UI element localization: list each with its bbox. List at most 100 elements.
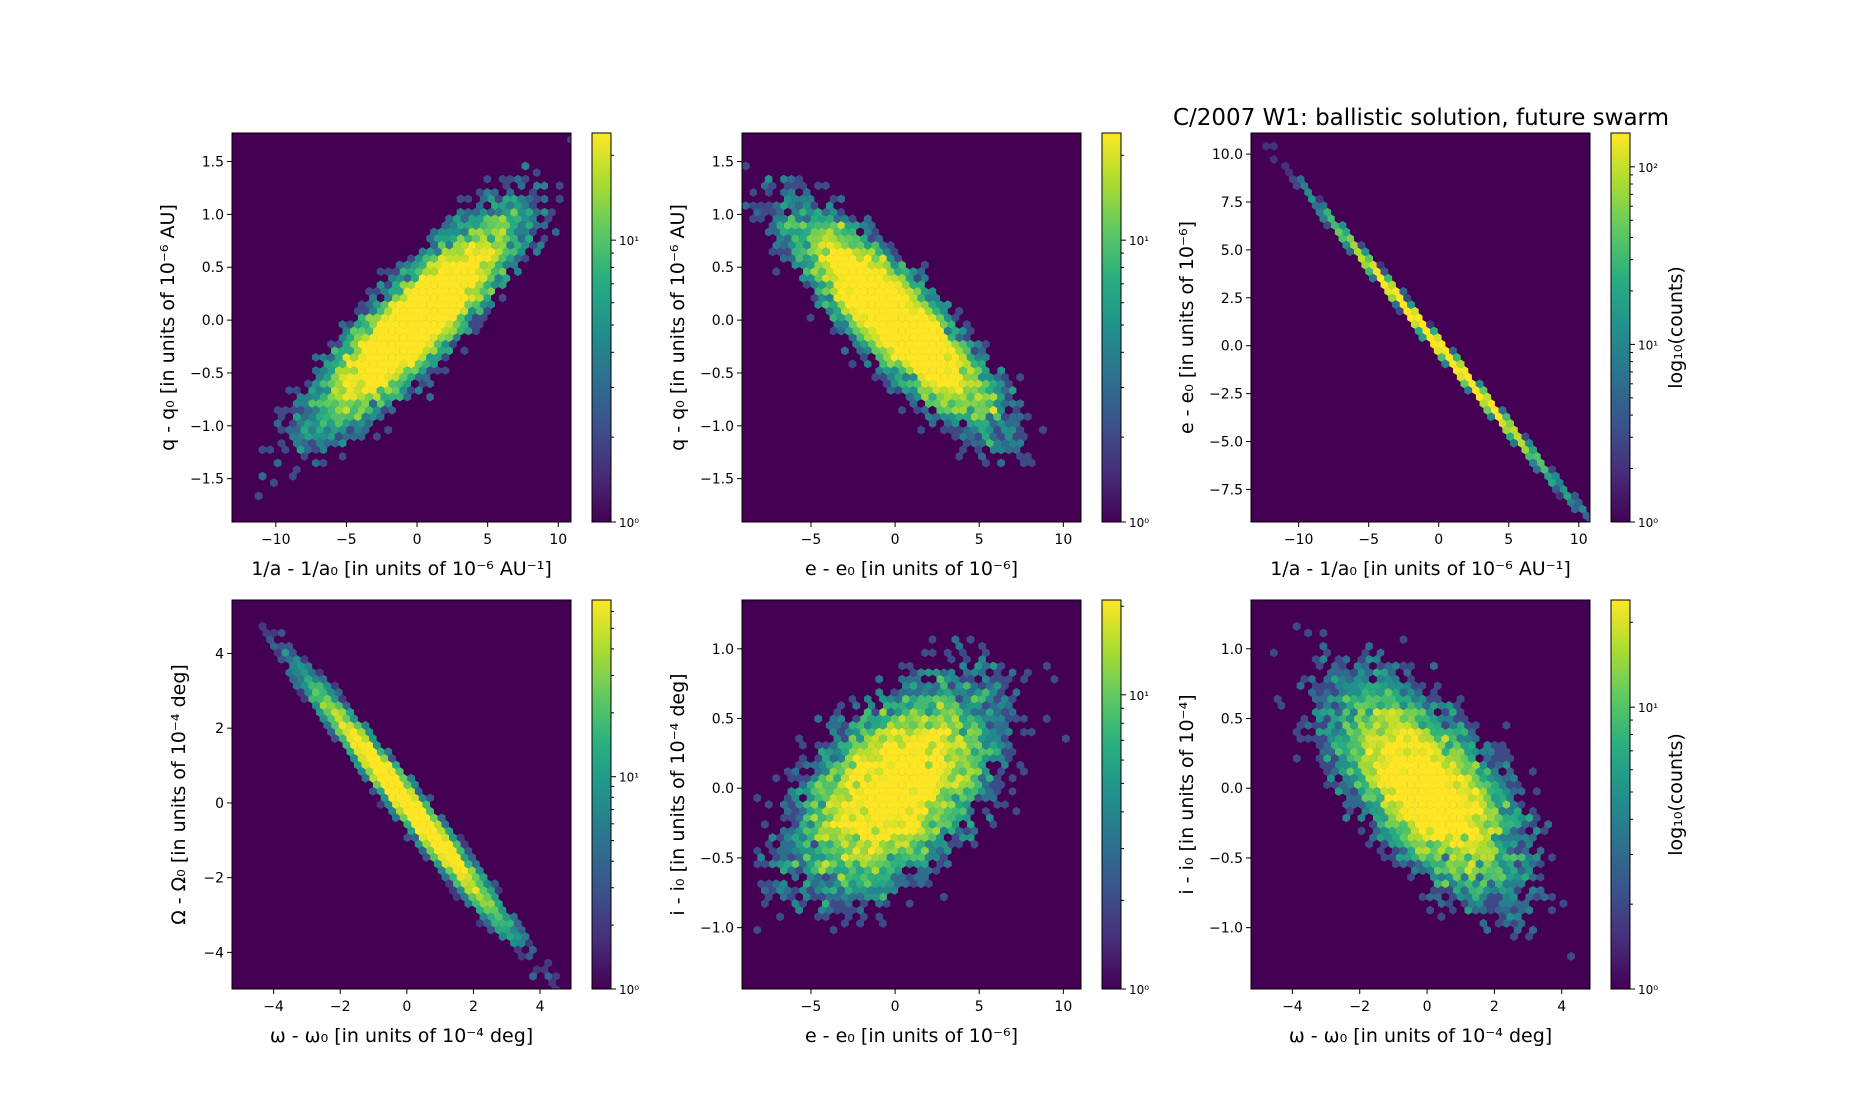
hexbin-cell — [1567, 498, 1575, 508]
hexbin-cell — [921, 379, 929, 389]
hexbin-cell — [1513, 912, 1522, 922]
hexbin-cell — [791, 885, 800, 895]
hexbin-cell — [1426, 852, 1434, 862]
hexbin-cell — [860, 648, 868, 658]
hexbin-cell — [905, 714, 914, 724]
hexbin-cell — [273, 405, 282, 415]
hexbin-cell — [403, 339, 412, 349]
hexbin-cell — [1517, 892, 1526, 902]
hexbin-cell — [1411, 800, 1419, 810]
hexbin-cell — [1365, 734, 1373, 744]
hexbin-cell — [1517, 839, 1526, 849]
hexbin-cell — [928, 753, 937, 763]
hexbin-cell — [1555, 945, 1564, 955]
hexbin-cell — [502, 925, 511, 935]
hexbin-cell — [1289, 681, 1297, 691]
hexbin-cell — [1452, 767, 1461, 777]
hexbin-cell — [825, 720, 834, 730]
hexbin-cell — [1281, 668, 1290, 678]
hexbin-cell — [1012, 833, 1021, 843]
hexbin-cell — [841, 681, 849, 691]
hexbin-cell — [909, 267, 918, 277]
hexbin-cell — [985, 681, 994, 691]
hexbin-cell — [464, 194, 473, 204]
hexbin-cell — [502, 194, 511, 204]
hexbin-cell — [384, 425, 393, 435]
hexbin-cell — [795, 905, 803, 915]
hexbin-cell — [418, 247, 427, 257]
hexbin-cell — [833, 852, 842, 862]
hexbin-cell — [905, 753, 914, 763]
hexbin-cell — [776, 859, 784, 869]
hexbin-cell — [1552, 951, 1560, 961]
hexbin-cell — [799, 740, 807, 750]
hexbin-cell — [1430, 767, 1438, 777]
hexbin-cell — [863, 734, 872, 744]
hexbin-cell — [1319, 681, 1328, 691]
hexbin-cells — [742, 608, 1070, 989]
hexbin-cell — [780, 174, 788, 184]
hexbin-cell — [418, 418, 427, 428]
hexbin-cell — [806, 220, 815, 230]
hexbin-cell — [886, 359, 895, 369]
hexbin-cell — [1004, 418, 1013, 428]
hexbin-cell — [1498, 740, 1507, 750]
hexbin-cell — [871, 826, 880, 836]
hexbin-cell — [799, 753, 807, 763]
hexbin-cell — [917, 425, 925, 435]
hexbin-cell — [894, 720, 903, 730]
hexbin-cell — [1399, 767, 1408, 777]
hexbin-cell — [852, 260, 861, 270]
hexbin-cell — [1449, 760, 1457, 770]
hexbin-cell — [837, 220, 845, 230]
hexbin-cell — [863, 372, 872, 382]
hexbin-cell — [311, 484, 320, 494]
hexbin-cell — [1487, 813, 1495, 823]
hexbin-cell — [540, 181, 549, 191]
hexbin-cell — [1046, 438, 1055, 448]
hexbin-cell — [1468, 727, 1476, 737]
hexbin-cell — [517, 938, 526, 948]
hexbin-cell — [1430, 714, 1438, 724]
hexbin-cell — [818, 319, 826, 329]
hexbin-cell — [917, 399, 925, 409]
hexbin-cell — [928, 833, 937, 843]
hexbin-cell — [962, 628, 971, 638]
hexbin-cell — [787, 826, 796, 836]
hexbin-cell — [894, 280, 903, 290]
y-tick-label: 0.0 — [712, 313, 734, 329]
hexbin-cell — [1426, 905, 1434, 915]
hexbin-cell — [745, 194, 754, 204]
hexbin-cell — [970, 773, 979, 783]
hexbin-cell — [936, 674, 944, 684]
hexbin-cell — [902, 813, 910, 823]
hexbin-cell — [1361, 767, 1370, 777]
hexbin-cell — [749, 918, 758, 928]
hexbin-cell — [959, 339, 967, 349]
hexbin-cell — [1517, 918, 1526, 928]
hexbin-cell — [978, 654, 986, 664]
hexbin-cell — [270, 628, 278, 638]
hexbin-cell — [753, 833, 762, 843]
hexbin-cell — [1460, 951, 1469, 961]
hexbin-cell — [745, 951, 754, 961]
hexbin-cell — [552, 201, 560, 211]
hexbin-cell — [292, 465, 301, 475]
hexbin-cell — [506, 174, 515, 184]
hexbin-cell — [403, 780, 412, 790]
hexbin-cell — [1567, 846, 1575, 856]
hexbin-cell — [1548, 852, 1556, 862]
hexbin-cell — [890, 899, 899, 909]
hexbin-cell — [1529, 925, 1537, 935]
hexbin-cell — [955, 399, 964, 409]
hexbin-cell — [1050, 674, 1059, 684]
hexbin-cell — [768, 806, 777, 816]
hexbin-cell — [1445, 859, 1453, 869]
hexbin-cell — [1384, 648, 1393, 658]
hexbin-cell — [1418, 839, 1427, 849]
hexbin-cell — [1411, 813, 1419, 823]
hexbin-cell — [841, 641, 849, 651]
hexbin-cell — [487, 273, 495, 283]
hexbin-cell — [814, 753, 823, 763]
